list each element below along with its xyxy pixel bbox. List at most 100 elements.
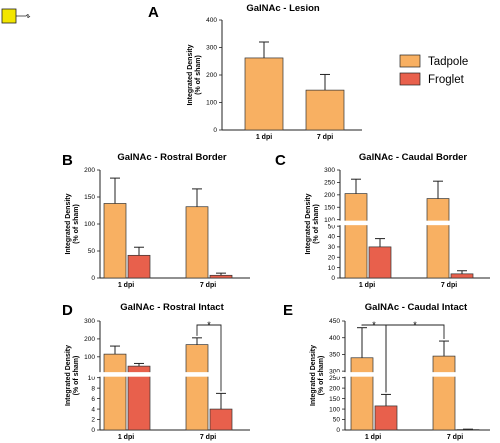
y-tick-label: 0 <box>331 275 335 282</box>
y-tick-label: 50 <box>88 248 96 255</box>
y-tick-label: 0 <box>91 427 95 434</box>
y-axis-label: Integrated Density <box>305 193 312 254</box>
panel-title: GalNAc - Lesion <box>246 3 320 14</box>
legend-label-froglet: Froglet <box>428 74 465 86</box>
x-category-label: 7 dpi <box>317 134 333 141</box>
panel-a: A GalNAc - Lesion 0 100 200 300 400 Integrated … <box>148 3 362 141</box>
legend-swatch-froglet <box>399 72 421 86</box>
bar-froglet-7-dpi <box>209 408 233 431</box>
panel-title: GalNAc - Rostral Border <box>117 152 227 163</box>
x-category-label: 7 dpi <box>441 282 457 289</box>
bar-froglet-1-dpi <box>127 254 151 279</box>
bar-tadpole-7-dpi <box>432 355 456 431</box>
bar-tadpole-7-dpi <box>185 344 209 431</box>
axis-break <box>335 372 490 377</box>
y-axis-label: (% of sham) <box>73 204 80 244</box>
panel-e: E GalNAc - Caudal Intact 0 50 100 150 200 25030… <box>283 302 490 441</box>
significance-star: * <box>207 320 211 330</box>
y-axis-label: Integrated Density <box>65 193 72 254</box>
bar-tadpole-1-dpi <box>244 57 284 131</box>
bar-froglet-1-dpi <box>374 405 398 431</box>
axis-break <box>90 372 250 377</box>
y-tick-label: 450 <box>329 318 340 325</box>
x-category-label: 1 dpi <box>118 434 134 441</box>
y-tick-label: 2 <box>91 417 95 424</box>
bar-tadpole-7-dpi <box>426 198 450 279</box>
y-tick-label: 300 <box>329 368 340 375</box>
panel-label: D <box>62 302 73 319</box>
y-tick-label: 6 <box>91 396 95 403</box>
x-category-label: 7 dpi <box>200 282 216 289</box>
y-tick-label: 100 <box>84 354 95 361</box>
bar-froglet-1-dpi <box>368 246 392 279</box>
bar-tadpole-7-dpi <box>185 206 209 279</box>
legend: Tadpole Froglet <box>399 54 468 86</box>
y-axis-label: Integrated Density <box>310 345 317 406</box>
x-category-label: 1 dpi <box>118 282 134 289</box>
x-category-label: 1 dpi <box>256 134 272 141</box>
x-category-label: 7 dpi <box>200 434 216 441</box>
y-axis-label: (% of sham) <box>73 356 80 396</box>
bar-froglet-7-dpi <box>209 274 233 279</box>
significance-bracket <box>385 324 445 393</box>
legend-label-tadpole: Tadpole <box>428 56 468 68</box>
panel-title: GalNAc - Caudal Border <box>359 152 468 163</box>
significance-bracket <box>196 324 222 392</box>
y-tick-label: 0 <box>336 427 340 434</box>
y-tick-label: 250 <box>329 375 340 382</box>
y-axis-label: Integrated Density <box>65 345 72 406</box>
y-tick-label: 100 <box>206 100 217 107</box>
y-tick-label: 10 <box>328 265 336 272</box>
bar-tadpole-1-dpi <box>344 193 368 279</box>
y-tick-label: 0 <box>91 275 95 282</box>
y-tick-label: 10 <box>88 375 96 382</box>
bar-froglet-7-dpi <box>450 273 474 279</box>
y-tick-label: 50 <box>328 223 336 230</box>
y-tick-label: 350 <box>329 352 340 359</box>
y-tick-label: 20 <box>328 254 336 261</box>
y-tick-label: 8 <box>91 385 95 392</box>
panel-label: B <box>62 152 73 169</box>
y-tick-label: 4 <box>91 406 95 413</box>
panel-label: C <box>275 152 286 169</box>
y-tick-label: 100 <box>84 221 95 228</box>
panel-title: GalNAc - Rostral Intact <box>120 302 224 313</box>
y-axis-label: (% of sham) <box>313 204 320 244</box>
panel-label: E <box>283 302 293 319</box>
y-tick-label: 400 <box>206 17 217 24</box>
y-tick-label: 50 <box>333 417 341 424</box>
y-tick-label: 200 <box>329 385 340 392</box>
y-axis-label: (% of sham) <box>318 356 325 396</box>
y-tick-label: 150 <box>324 204 335 211</box>
y-tick-label: 300 <box>84 318 95 325</box>
y-tick-label: 150 <box>84 194 95 201</box>
panel-b: B GalNAc - Rostral Border 0 50 100 150 200 Inte… <box>62 152 250 289</box>
bar-tadpole-7-dpi <box>305 89 345 131</box>
y-tick-label: 300 <box>324 167 335 174</box>
y-tick-label: 200 <box>324 192 335 199</box>
axis-break <box>330 220 490 226</box>
y-tick-label: 200 <box>206 72 217 79</box>
y-tick-label: 200 <box>84 336 95 343</box>
x-category-label: 7 dpi <box>447 434 463 441</box>
bar-tadpole-1-dpi <box>350 357 374 431</box>
panel-label: A <box>148 4 159 21</box>
legend-swatch-tadpole <box>399 54 421 68</box>
significance-star: * <box>372 320 376 330</box>
galnac-square-glyph <box>1 8 31 24</box>
y-tick-label: 0 <box>213 127 217 134</box>
y-tick-label: 200 <box>84 167 95 174</box>
significance-star: * <box>413 320 417 330</box>
y-tick-label: 250 <box>324 180 335 187</box>
y-tick-label: 150 <box>329 396 340 403</box>
bar-tadpole-1-dpi <box>103 353 127 431</box>
y-tick-label: 30 <box>328 244 336 251</box>
y-axis-label: (% of sham) <box>195 55 202 95</box>
bar-tadpole-1-dpi <box>103 203 127 279</box>
panel-d: D GalNAc - Rostral Intact 0 2 4 6 8 10 100 200 300… <box>62 302 250 441</box>
y-tick-label: 300 <box>206 45 217 52</box>
y-tick-label: 400 <box>329 335 340 342</box>
panel-title: GalNAc - Caudal Intact <box>365 302 468 313</box>
